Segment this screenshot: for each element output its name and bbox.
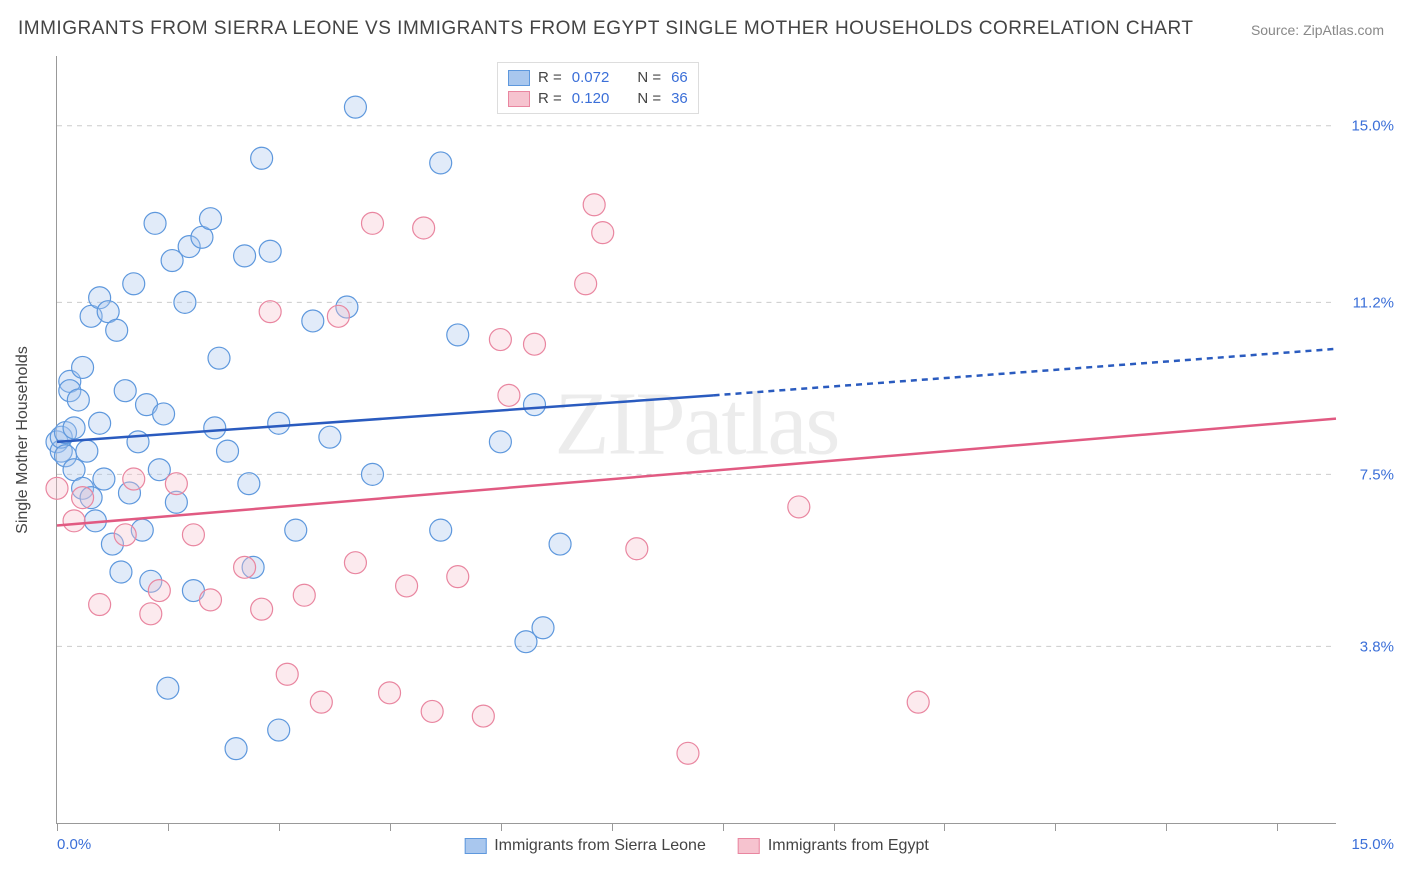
n-label: N = [637,69,661,86]
chart-title: IMMIGRANTS FROM SIERRA LEONE VS IMMIGRAN… [18,18,1193,40]
x-tick [390,823,391,831]
y-tick-label: 11.2% [1353,294,1394,311]
legend-stats-row: R = 0.120 N = 36 [508,88,688,109]
y-axis-title: Single Mother Households [14,346,32,534]
x-tick [1055,823,1056,831]
source-link[interactable]: Source: ZipAtlas.com [1251,22,1384,38]
n-value-1: 36 [671,90,688,107]
x-tick [57,823,58,831]
r-value-0: 0.072 [572,69,610,86]
legend-swatch-blue [464,838,486,854]
legend-series: Immigrants from Sierra Leone Immigrants … [464,837,929,855]
x-axis-min-label: 0.0% [57,836,91,853]
legend-stats-row: R = 0.072 N = 66 [508,67,688,88]
chart-svg [57,56,1336,823]
legend-label: Immigrants from Sierra Leone [494,837,706,855]
r-value-1: 0.120 [572,90,610,107]
legend-swatch-blue [508,70,530,86]
x-tick [612,823,613,831]
y-tick-label: 15.0% [1351,117,1394,134]
legend-swatch-pink [508,91,530,107]
legend-stats: R = 0.072 N = 66 R = 0.120 N = 36 [497,62,699,114]
legend-label: Immigrants from Egypt [768,837,929,855]
legend-item: Immigrants from Sierra Leone [464,837,706,855]
x-axis-max-label: 15.0% [1351,836,1394,853]
x-tick [834,823,835,831]
legend-item: Immigrants from Egypt [738,837,929,855]
y-tick-label: 3.8% [1360,639,1394,656]
n-value-0: 66 [671,69,688,86]
r-label: R = [538,90,562,107]
x-tick [501,823,502,831]
y-tick-label: 7.5% [1360,466,1394,483]
x-tick [723,823,724,831]
x-tick [1277,823,1278,831]
x-tick [944,823,945,831]
x-tick [279,823,280,831]
legend-swatch-pink [738,838,760,854]
plot-area: Single Mother Households ZIPatlas 3.8%7.… [56,56,1336,824]
x-tick [168,823,169,831]
n-label: N = [637,90,661,107]
r-label: R = [538,69,562,86]
x-tick [1166,823,1167,831]
